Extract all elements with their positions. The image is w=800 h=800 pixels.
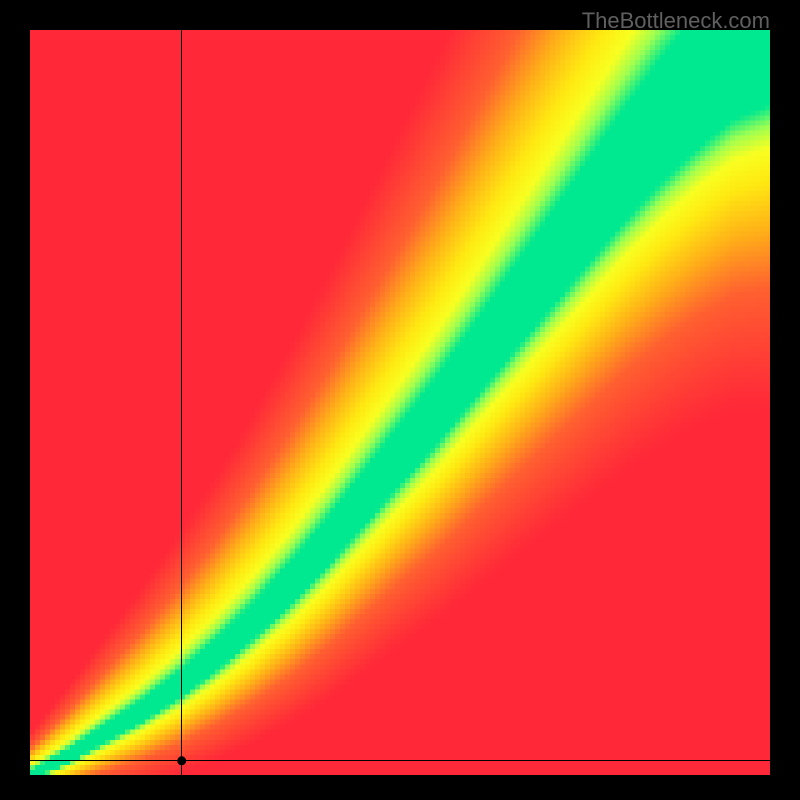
crosshair-vertical-line (181, 30, 182, 775)
crosshair-horizontal-line (30, 760, 770, 761)
crosshair-marker (30, 30, 770, 775)
plot-area (30, 30, 770, 775)
watermark-text: TheBottleneck.com (582, 8, 770, 34)
chart-container: TheBottleneck.com (0, 0, 800, 800)
